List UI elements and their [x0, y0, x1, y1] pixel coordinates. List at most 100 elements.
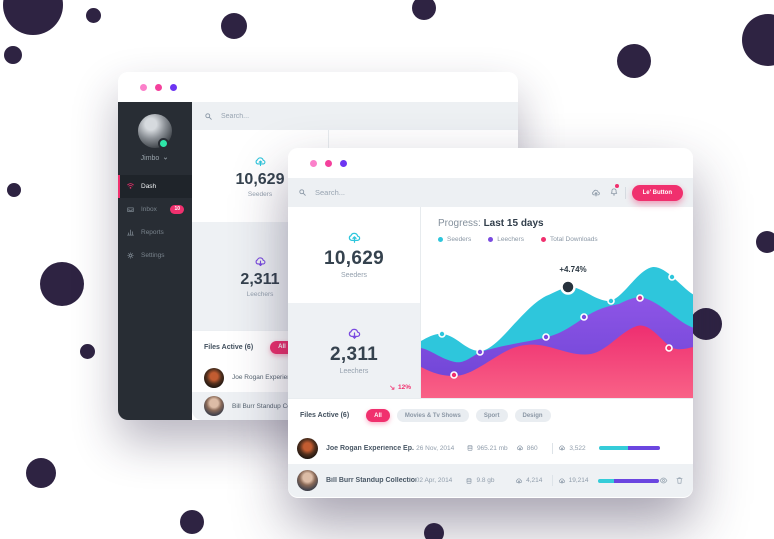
file-size: 9.8 gb [465, 477, 515, 485]
cloud-upload-icon [516, 444, 524, 452]
window-dot[interactable] [340, 159, 347, 167]
notification-dot [613, 182, 620, 189]
leechers-count: 2,311 [330, 343, 378, 365]
user-avatar-wrap [138, 114, 172, 149]
progress-bar [598, 446, 661, 450]
total-downloads-area [421, 325, 693, 398]
progress-seeders-segment [598, 446, 628, 450]
legend-dot [488, 237, 494, 242]
eye-icon[interactable] [659, 476, 668, 485]
user-menu[interactable]: Jimbo [141, 155, 170, 162]
filter-chip-movies[interactable]: Movies & Tv Shows [396, 409, 469, 422]
table-row[interactable]: Bill Burr Standup Collection 02 Apr, 201… [288, 464, 693, 497]
progress-bar [597, 478, 659, 483]
progress-leechers-segment [627, 446, 661, 450]
leechers-cell: 19,214 [558, 477, 596, 485]
front-stats-column: 10,629 Seeders 2,311 Leechers 12% [288, 207, 421, 398]
file-title: Bill Burr Standup Collection [326, 477, 416, 484]
trend-down-icon [389, 384, 396, 391]
sidebar-item-label: Inbox [141, 206, 157, 213]
divider [551, 475, 553, 486]
file-title: Bill Burr Standup Collection [232, 402, 312, 410]
decor-circle [756, 231, 774, 253]
decor-circle [7, 183, 21, 197]
sidebar-item-label: Settings [141, 252, 165, 259]
search-input[interactable] [219, 111, 333, 121]
disk-icon [465, 477, 473, 485]
leechers-count: 2,311 [240, 270, 280, 288]
window-dot[interactable] [310, 159, 317, 167]
cloud-upload-icon [515, 477, 523, 485]
cloud-download-icon [254, 255, 267, 268]
sidebar-item-settings[interactable]: Settings [118, 244, 192, 267]
decor-circle [617, 44, 651, 78]
sidebar-item-dash[interactable]: Dash [118, 175, 192, 198]
user-name: Jimbo [140, 155, 160, 162]
decor-circle [86, 8, 101, 23]
decor-circle [3, 0, 63, 35]
seeders-cell: 4,214 [515, 477, 547, 485]
window-dot[interactable] [140, 83, 147, 91]
table-row[interactable]: Joe Rogan Experience Ep. 468 26 Nov, 201… [288, 432, 693, 464]
legend-dot [540, 237, 546, 242]
decor-circle [80, 344, 95, 359]
decor-circle [221, 13, 247, 39]
bar-chart-icon [126, 228, 135, 237]
row-actions [659, 476, 684, 485]
podcast-icon [126, 182, 135, 191]
cloud-upload-icon [347, 230, 362, 245]
sidebar-item-reports[interactable]: Reports [118, 221, 192, 244]
gear-icon [126, 251, 135, 260]
sidebar: Jimbo Dash Inbox 10 Reports [118, 102, 192, 420]
leechers-stat-card: 2,311 Leechers 12% [288, 302, 420, 398]
inbox-count-badge: 10 [170, 205, 184, 214]
chart-title: Progress: Last 15 days [438, 218, 544, 229]
window-dot[interactable] [325, 159, 332, 167]
chart-title-range: Last 15 days [483, 218, 544, 229]
filter-chip-all[interactable]: All [270, 340, 294, 354]
action-button[interactable]: Le' Button [631, 184, 683, 201]
progress-chart-panel: Progress: Last 15 days Seeders Leechers [421, 207, 693, 398]
highlight-point [560, 279, 576, 295]
file-date: 26 Nov, 2014 [416, 444, 455, 452]
seeders-label: Seeders [340, 272, 368, 280]
decor-circle [412, 0, 436, 20]
trash-icon[interactable] [675, 476, 684, 485]
front-window-titlebar [288, 148, 693, 178]
search-icon [298, 188, 307, 197]
sidebar-item-inbox[interactable]: Inbox 10 [118, 198, 192, 221]
sidebar-item-label: Reports [141, 229, 164, 236]
cloud-upload-icon[interactable] [591, 188, 601, 198]
files-active-label: Files Active (6) [300, 412, 350, 419]
notifications-button[interactable] [609, 182, 620, 202]
search-input[interactable] [313, 187, 447, 198]
leechers-cell: 3,522 [558, 444, 596, 452]
inbox-icon [126, 205, 135, 214]
file-title: Joe Rogan Experience Ep. 468 [326, 444, 416, 452]
decor-circle [40, 262, 84, 306]
divider [552, 442, 554, 454]
window-dot[interactable] [155, 83, 162, 91]
sidebar-item-label: Dash [141, 183, 157, 190]
seeders-cell: 860 [516, 444, 548, 452]
decor-circle [4, 46, 22, 64]
decor-circle [180, 510, 204, 534]
front-window: Le' Button 10,629 Seeders 2,311 Leechers… [288, 148, 693, 498]
cloud-upload-icon [254, 155, 267, 168]
seeders-stat-card: 10,629 Seeders [288, 207, 420, 303]
window-dot[interactable] [170, 83, 177, 91]
stacked-area-chart: +4.74% [421, 265, 693, 398]
file-date: 02 Apr, 2014 [415, 477, 453, 484]
row-avatar [204, 396, 224, 417]
disk-icon [466, 444, 474, 452]
filter-chip-sport[interactable]: Sport [475, 409, 508, 422]
back-window-titlebar [118, 72, 518, 102]
filter-chip-all[interactable]: All [366, 409, 390, 422]
decor-circle [742, 14, 774, 66]
row-avatar [297, 470, 318, 491]
leechers-label: Leechers [339, 367, 369, 375]
decor-circle [690, 308, 722, 340]
trend-value: 12% [397, 384, 411, 391]
chart-markers [438, 273, 676, 379]
filter-chip-design[interactable]: Design [514, 409, 551, 422]
